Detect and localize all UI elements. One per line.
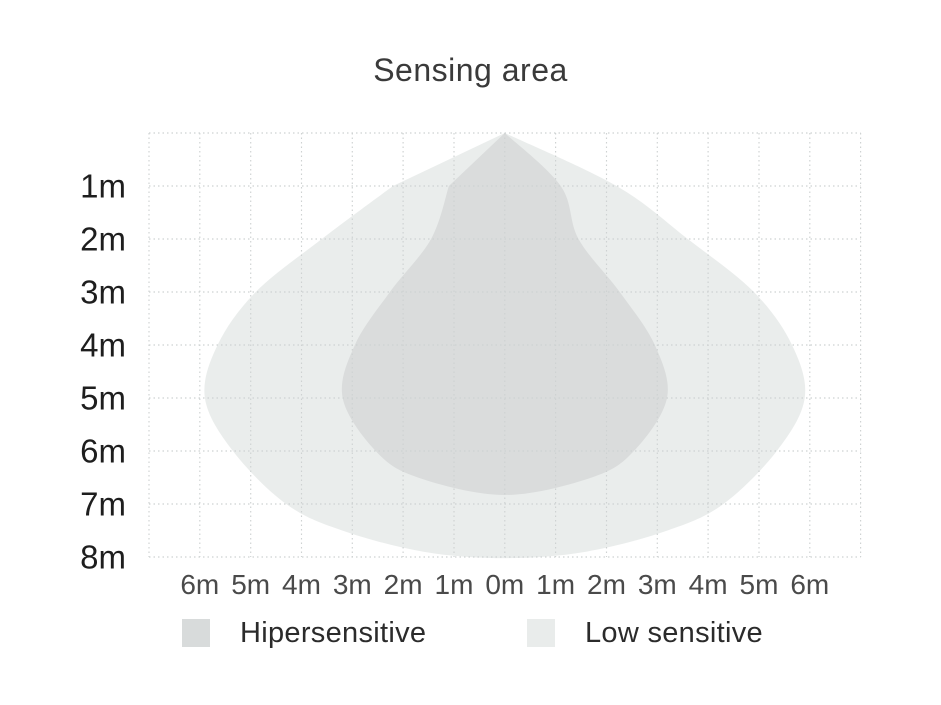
- y-tick-label: 2m: [80, 221, 126, 258]
- x-tick-label: 0m: [485, 569, 524, 600]
- y-tick-label: 7m: [80, 486, 126, 523]
- y-axis-labels: 1m 2m 3m 4m 5m 6m 7m 8m: [80, 168, 126, 576]
- y-tick-label: 4m: [80, 327, 126, 364]
- x-tick-label: 5m: [740, 569, 779, 600]
- legend-item-hipersensitive: Hipersensitive: [182, 617, 426, 649]
- x-tick-label: 3m: [638, 569, 677, 600]
- hipersensitive-swatch: [182, 619, 210, 647]
- x-tick-label: 2m: [384, 569, 423, 600]
- chart-title: Sensing area: [373, 52, 568, 88]
- y-tick-label: 3m: [80, 274, 126, 311]
- y-tick-label: 5m: [80, 380, 126, 417]
- x-tick-label: 1m: [536, 569, 575, 600]
- x-tick-label: 4m: [282, 569, 321, 600]
- y-tick-label: 6m: [80, 433, 126, 470]
- x-tick-label: 1m: [435, 569, 474, 600]
- x-axis-labels: 6m 5m 4m 3m 2m 1m 0m 1m 2m 3m 4m 5m 6m: [180, 569, 829, 600]
- low-sensitive-swatch: [527, 619, 555, 647]
- x-tick-label: 5m: [231, 569, 270, 600]
- y-tick-label: 8m: [80, 539, 126, 576]
- x-tick-label: 4m: [689, 569, 728, 600]
- x-tick-label: 6m: [790, 569, 829, 600]
- x-tick-label: 2m: [587, 569, 626, 600]
- legend-item-low-sensitive: Low sensitive: [527, 617, 763, 649]
- legend-label-low-sensitive: Low sensitive: [585, 616, 763, 649]
- legend-label-hipersensitive: Hipersensitive: [240, 616, 427, 649]
- y-tick-label: 1m: [80, 168, 126, 205]
- x-tick-label: 3m: [333, 569, 372, 600]
- grid-layer: [148, 132, 862, 558]
- x-tick-label: 6m: [180, 569, 219, 600]
